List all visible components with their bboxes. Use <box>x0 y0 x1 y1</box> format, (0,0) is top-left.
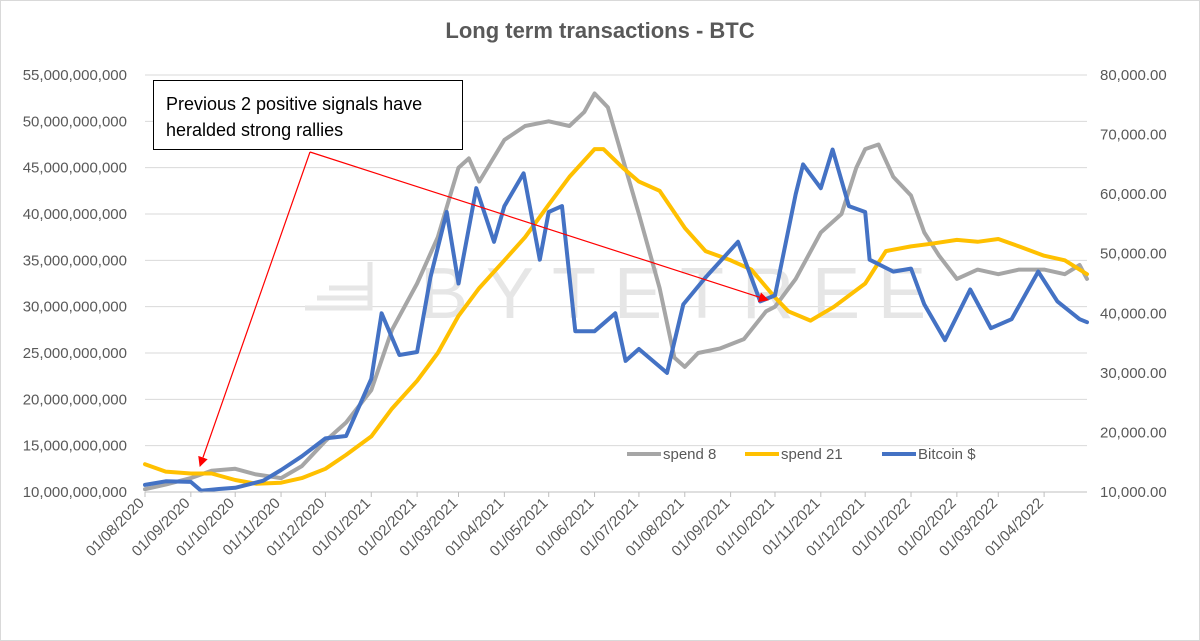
legend-label: spend 8 <box>663 446 716 463</box>
legend-label: Bitcoin $ <box>918 446 976 463</box>
chart-title: Long term transactions - BTC <box>445 18 755 43</box>
y-left-tick-label: 35,000,000,000 <box>23 252 127 269</box>
gridlines <box>145 74 1087 493</box>
y-right-tick-label: 20,000.00 <box>1100 424 1167 441</box>
watermark-logo-stroke <box>329 262 373 291</box>
watermark-logo-icon <box>305 262 373 311</box>
series-line-spend-21 <box>143 147 1089 486</box>
y-right-tick-label: 60,000.00 <box>1100 186 1167 203</box>
watermark-logo-stroke <box>305 262 373 311</box>
y-left-tick-label: 25,000,000,000 <box>23 345 127 362</box>
y-left-tick-label: 55,000,000,000 <box>23 67 127 84</box>
annotation-arrows <box>198 151 769 467</box>
watermark-text: BYTETREE <box>420 254 944 334</box>
y-right-tick-label: 50,000.00 <box>1100 246 1167 263</box>
annotation-arrow <box>309 151 769 302</box>
y-right-tick-label: 10,000.00 <box>1100 484 1167 501</box>
y-left-tick-label: 50,000,000,000 <box>23 113 127 130</box>
series-layer <box>143 91 1089 493</box>
legend-label: spend 21 <box>781 446 843 463</box>
series-line-bitcoin <box>143 147 1089 493</box>
y-right-tick-label: 30,000.00 <box>1100 365 1167 382</box>
y-left-tick-label: 45,000,000,000 <box>23 160 127 177</box>
y-left-tick-label: 15,000,000,000 <box>23 438 127 455</box>
y-left-tick-label: 40,000,000,000 <box>23 206 127 223</box>
y-right-tick-label: 40,000.00 <box>1100 305 1167 322</box>
y-right-tick-label: 80,000.00 <box>1100 67 1167 84</box>
annotation-arrow <box>198 151 311 467</box>
y-left-tick-label: 10,000,000,000 <box>23 484 127 501</box>
annotation-box: Previous 2 positive signals have heralde… <box>153 80 463 150</box>
watermark-logo-stroke <box>317 262 373 301</box>
y-left-tick-label: 20,000,000,000 <box>23 391 127 408</box>
y-right-tick-label: 70,000.00 <box>1100 127 1167 144</box>
legend: spend 8 spend 21 Bitcoin $ <box>627 446 976 463</box>
y-left-tick-label: 30,000,000,000 <box>23 299 127 316</box>
